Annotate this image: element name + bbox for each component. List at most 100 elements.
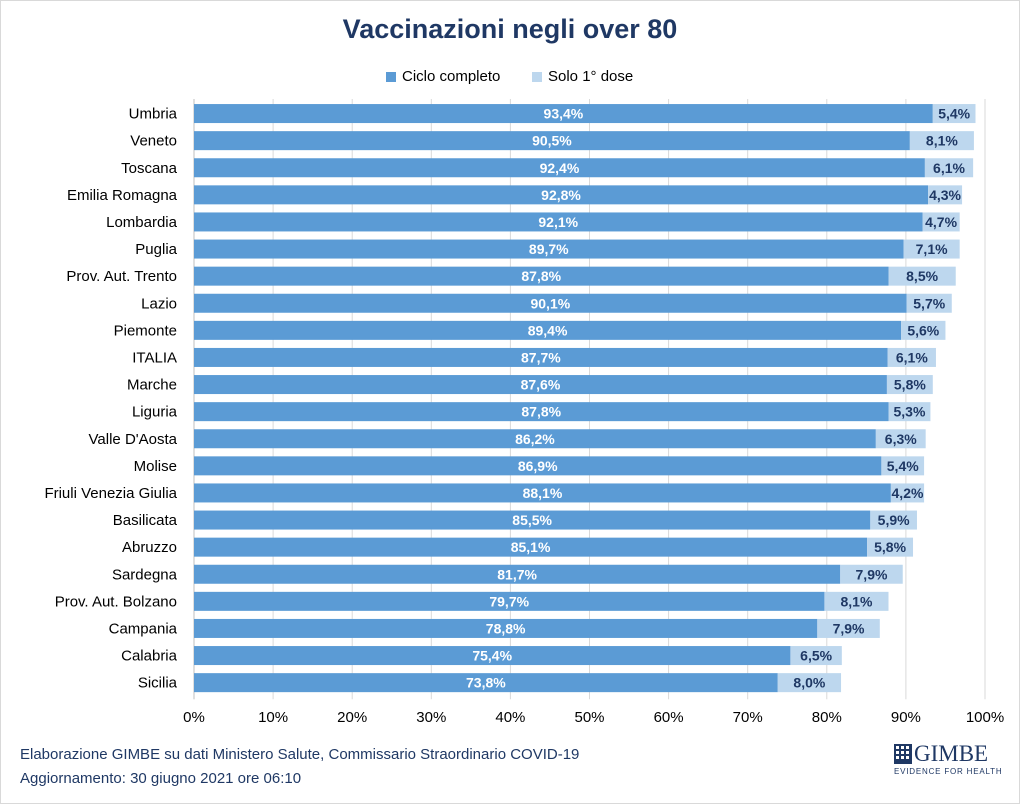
category-label-marche: Marche bbox=[127, 377, 177, 394]
x-tick-label: 30% bbox=[416, 709, 446, 726]
data-label-solo-1-dose-sicilia: 8,0% bbox=[793, 675, 825, 691]
data-label-solo-1-dose-campania: 7,9% bbox=[833, 620, 865, 636]
bar-ciclo-completo-basilicata bbox=[194, 510, 871, 530]
data-label-ciclo-completo-sicilia: 73,8% bbox=[466, 675, 506, 691]
data-label-solo-1-dose-marche: 5,8% bbox=[894, 377, 926, 393]
data-label-solo-1-dose-puglia: 7,1% bbox=[916, 241, 948, 257]
bar-solo-1-dose-umbria bbox=[932, 104, 976, 124]
bar-solo-1-dose-puglia bbox=[903, 239, 960, 259]
data-label-ciclo-completo-toscana: 92,4% bbox=[540, 160, 580, 176]
data-label-solo-1-dose-prov-aut-trento: 8,5% bbox=[906, 268, 938, 284]
bar-ciclo-completo-campania bbox=[194, 618, 818, 638]
legend-label-ciclo-completo: Ciclo completo bbox=[402, 68, 501, 85]
bar-solo-1-dose-valle-d-aosta bbox=[875, 429, 926, 449]
x-tick-label: 0% bbox=[183, 709, 205, 726]
data-label-solo-1-dose-umbria: 5,4% bbox=[938, 106, 970, 122]
category-label-friuli-venezia-giulia: Friuli Venezia Giulia bbox=[44, 485, 177, 502]
bar-solo-1-dose-sicilia bbox=[777, 673, 842, 693]
bar-solo-1-dose-molise bbox=[881, 456, 925, 476]
x-tick-label: 50% bbox=[574, 709, 604, 726]
data-label-ciclo-completo-abruzzo: 85,1% bbox=[511, 539, 551, 555]
bar-ciclo-completo-lombardia bbox=[194, 212, 923, 232]
bar-ciclo-completo-emilia-romagna bbox=[194, 185, 929, 205]
legend-swatch-ciclo-completo bbox=[386, 72, 396, 82]
data-label-ciclo-completo-friuli-venezia-giulia: 88,1% bbox=[523, 485, 563, 501]
x-tick-label: 90% bbox=[891, 709, 921, 726]
data-label-solo-1-dose-molise: 5,4% bbox=[887, 458, 919, 474]
bar-solo-1-dose-abruzzo bbox=[867, 537, 914, 557]
data-label-solo-1-dose-valle-d-aosta: 6,3% bbox=[885, 431, 917, 447]
bar-solo-1-dose-toscana bbox=[924, 158, 974, 178]
bar-solo-1-dose-campania bbox=[817, 618, 880, 638]
legend-swatch-solo-prima-dose bbox=[532, 72, 542, 82]
category-label-puglia: Puglia bbox=[135, 241, 177, 258]
data-label-solo-1-dose-prov-aut-bolzano: 8,1% bbox=[841, 593, 873, 609]
category-label-liguria: Liguria bbox=[132, 404, 178, 421]
category-label-sicilia: Sicilia bbox=[138, 675, 178, 692]
data-label-solo-1-dose-toscana: 6,1% bbox=[933, 160, 965, 176]
footer-update: Aggiornamento: 30 giugno 2021 ore 06:10 bbox=[20, 770, 302, 787]
bar-ciclo-completo-puglia bbox=[194, 239, 904, 259]
x-tick-label: 100% bbox=[966, 709, 1004, 726]
data-label-ciclo-completo-puglia: 89,7% bbox=[529, 241, 569, 257]
data-label-ciclo-completo-molise: 86,9% bbox=[518, 458, 558, 474]
category-label-italia: ITALIA bbox=[132, 349, 177, 366]
bar-solo-1-dose-friuli-venezia-giulia bbox=[890, 483, 925, 503]
data-label-solo-1-dose-piemonte: 5,6% bbox=[907, 322, 939, 338]
data-label-solo-1-dose-abruzzo: 5,8% bbox=[874, 539, 906, 555]
category-label-prov-aut-bolzano: Prov. Aut. Bolzano bbox=[55, 593, 177, 610]
data-label-solo-1-dose-veneto: 8,1% bbox=[926, 133, 958, 149]
bar-ciclo-completo-molise bbox=[194, 456, 882, 476]
legend-label-solo-prima-dose: Solo 1° dose bbox=[548, 68, 634, 85]
data-label-ciclo-completo-liguria: 87,8% bbox=[521, 404, 561, 420]
data-label-ciclo-completo-sardegna: 81,7% bbox=[497, 566, 537, 582]
category-label-emilia-romagna: Emilia Romagna bbox=[67, 187, 178, 204]
category-label-calabria: Calabria bbox=[121, 648, 178, 665]
data-label-solo-1-dose-calabria: 6,5% bbox=[800, 648, 832, 664]
bar-ciclo-completo-valle-d-aosta bbox=[194, 429, 876, 449]
bar-solo-1-dose-veneto bbox=[909, 131, 974, 151]
x-tick-label: 10% bbox=[258, 709, 288, 726]
bar-solo-1-dose-italia bbox=[887, 347, 936, 367]
category-label-valle-d-aosta: Valle D'Aosta bbox=[89, 431, 178, 448]
bar-ciclo-completo-liguria bbox=[194, 402, 889, 422]
data-label-ciclo-completo-prov-aut-trento: 87,8% bbox=[521, 268, 561, 284]
bar-solo-1-dose-prov-aut-trento bbox=[888, 266, 956, 286]
bar-ciclo-completo-veneto bbox=[194, 131, 910, 151]
category-label-umbria: Umbria bbox=[129, 106, 178, 123]
x-tick-label: 40% bbox=[495, 709, 525, 726]
bar-ciclo-completo-lazio bbox=[194, 293, 907, 313]
data-label-solo-1-dose-basilicata: 5,9% bbox=[878, 512, 910, 528]
bar-ciclo-completo-sicilia bbox=[194, 673, 778, 693]
data-label-ciclo-completo-veneto: 90,5% bbox=[532, 133, 572, 149]
chart-plot: 0% 10% 20% 30% 40% 50% 60% 70% 80% 90% 100% Umbria 9… bbox=[44, 99, 1004, 726]
category-label-abruzzo: Abruzzo bbox=[122, 539, 177, 556]
category-label-toscana: Toscana bbox=[121, 160, 178, 177]
bar-solo-1-dose-lombardia bbox=[922, 212, 960, 232]
data-label-ciclo-completo-marche: 87,6% bbox=[521, 377, 561, 393]
x-tick-label: 70% bbox=[733, 709, 763, 726]
bar-ciclo-completo-sardegna bbox=[194, 564, 841, 584]
data-label-solo-1-dose-lombardia: 4,7% bbox=[925, 214, 957, 230]
bar-ciclo-completo-calabria bbox=[194, 646, 791, 666]
data-label-solo-1-dose-friuli-venezia-giulia: 4,2% bbox=[892, 485, 924, 501]
data-label-solo-1-dose-italia: 6,1% bbox=[896, 349, 928, 365]
data-label-solo-1-dose-lazio: 5,7% bbox=[913, 295, 945, 311]
data-label-ciclo-completo-emilia-romagna: 92,8% bbox=[541, 187, 581, 203]
bar-solo-1-dose-basilicata bbox=[870, 510, 917, 530]
bar-ciclo-completo-italia bbox=[194, 347, 888, 367]
bar-ciclo-completo-umbria bbox=[194, 104, 933, 124]
bar-solo-1-dose-lazio bbox=[906, 293, 952, 313]
category-label-basilicata: Basilicata bbox=[113, 512, 178, 529]
bar-solo-1-dose-calabria bbox=[790, 646, 842, 666]
bar-solo-1-dose-marche bbox=[886, 375, 933, 395]
legend: Ciclo completo Solo 1° dose bbox=[0, 66, 1020, 88]
bar-solo-1-dose-prov-aut-bolzano bbox=[824, 591, 889, 611]
bar-ciclo-completo-marche bbox=[194, 375, 887, 395]
data-label-ciclo-completo-campania: 78,8% bbox=[486, 620, 526, 636]
data-label-ciclo-completo-piemonte: 89,4% bbox=[528, 322, 568, 338]
gimbe-logo: GIMBE EVIDENCE FOR HEALTH bbox=[894, 741, 1002, 784]
data-label-ciclo-completo-valle-d-aosta: 86,2% bbox=[515, 431, 555, 447]
x-tick-label: 80% bbox=[812, 709, 842, 726]
bar-ciclo-completo-prov-aut-bolzano bbox=[194, 591, 825, 611]
